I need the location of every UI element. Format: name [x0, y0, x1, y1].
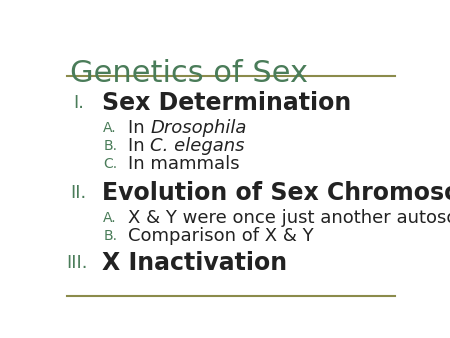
- Text: Sex Determination: Sex Determination: [102, 91, 351, 115]
- Text: In: In: [128, 119, 150, 137]
- Text: Comparison of X & Y: Comparison of X & Y: [128, 227, 313, 245]
- Text: In: In: [128, 137, 150, 155]
- Text: Genetics of Sex: Genetics of Sex: [70, 59, 308, 88]
- Text: B.: B.: [104, 139, 117, 153]
- Text: Drosophila: Drosophila: [150, 119, 247, 137]
- Text: C. elegans: C. elegans: [150, 137, 245, 155]
- Text: Evolution of Sex Chromosomes: Evolution of Sex Chromosomes: [102, 181, 450, 205]
- Text: X Inactivation: X Inactivation: [102, 251, 287, 275]
- Text: X & Y were once just another autosome…: X & Y were once just another autosome…: [128, 209, 450, 226]
- Text: A.: A.: [104, 211, 117, 224]
- Text: II.: II.: [70, 184, 86, 202]
- Text: A.: A.: [104, 121, 117, 135]
- Text: B.: B.: [104, 229, 117, 243]
- Text: In mammals: In mammals: [128, 155, 239, 173]
- Text: III.: III.: [67, 254, 88, 272]
- Text: C.: C.: [104, 157, 117, 171]
- Text: I.: I.: [74, 94, 85, 112]
